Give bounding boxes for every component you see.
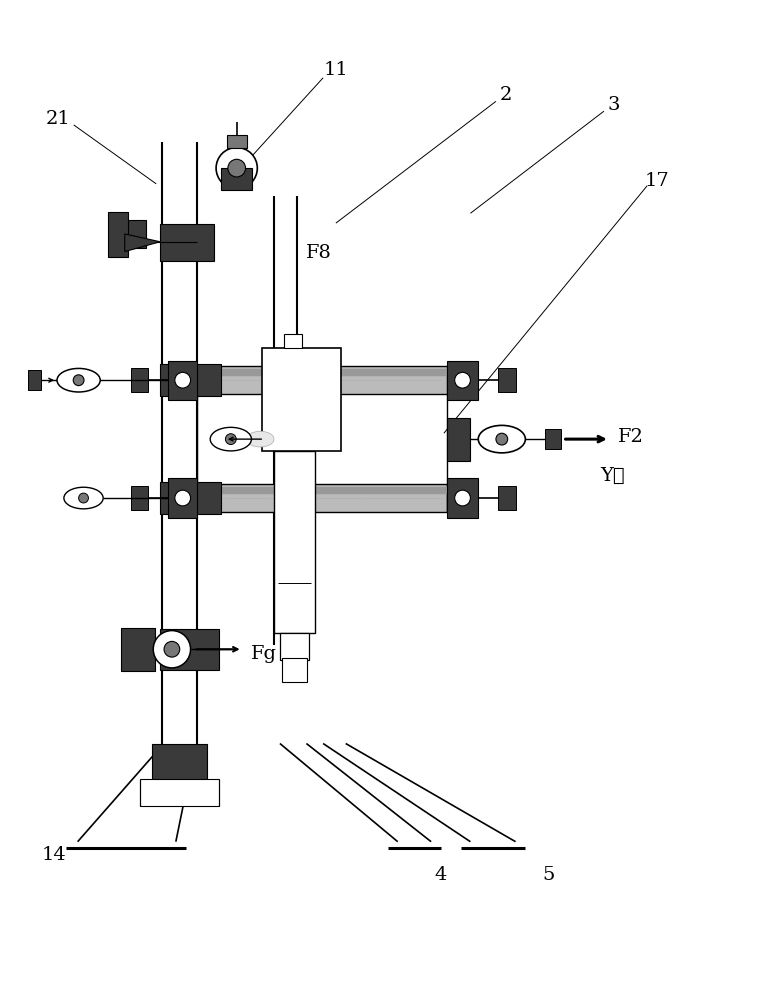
Bar bbox=[140, 779, 219, 806]
Text: 21: 21 bbox=[45, 110, 71, 128]
Ellipse shape bbox=[57, 368, 100, 392]
Circle shape bbox=[73, 375, 84, 386]
Bar bbox=[125, 220, 146, 248]
Text: 17: 17 bbox=[644, 172, 670, 190]
Text: 14: 14 bbox=[41, 846, 67, 864]
Bar bbox=[28, 370, 41, 390]
Text: 5: 5 bbox=[543, 866, 555, 884]
Bar bbox=[121, 628, 155, 671]
Bar bbox=[280, 633, 309, 660]
Bar bbox=[130, 486, 148, 510]
Circle shape bbox=[455, 490, 470, 506]
Text: Fg: Fg bbox=[251, 645, 276, 663]
Text: 3: 3 bbox=[607, 96, 620, 114]
Bar bbox=[227, 135, 246, 148]
Circle shape bbox=[225, 434, 236, 445]
Circle shape bbox=[175, 372, 190, 388]
Circle shape bbox=[79, 493, 88, 503]
Text: F8: F8 bbox=[307, 244, 332, 262]
Bar bbox=[197, 366, 447, 394]
Bar bbox=[545, 429, 561, 449]
Bar bbox=[197, 487, 447, 494]
Circle shape bbox=[153, 631, 190, 668]
Ellipse shape bbox=[64, 487, 104, 509]
Bar bbox=[108, 212, 128, 257]
Bar bbox=[130, 368, 148, 392]
Bar bbox=[160, 364, 221, 396]
Bar bbox=[274, 451, 315, 633]
Bar bbox=[168, 478, 197, 518]
Circle shape bbox=[228, 159, 245, 177]
Bar bbox=[447, 361, 479, 400]
Ellipse shape bbox=[479, 425, 525, 453]
Bar bbox=[197, 369, 447, 376]
Bar bbox=[197, 484, 447, 512]
Bar bbox=[498, 486, 515, 510]
Ellipse shape bbox=[246, 431, 274, 447]
Bar bbox=[284, 334, 301, 348]
Bar bbox=[447, 418, 470, 461]
Bar bbox=[168, 361, 197, 400]
Circle shape bbox=[175, 490, 190, 506]
Text: Y轴: Y轴 bbox=[600, 467, 624, 485]
Circle shape bbox=[216, 148, 257, 189]
Bar bbox=[153, 744, 207, 780]
Circle shape bbox=[455, 372, 470, 388]
Text: 4: 4 bbox=[435, 866, 447, 884]
Text: 2: 2 bbox=[499, 86, 512, 104]
Bar bbox=[262, 348, 341, 451]
Ellipse shape bbox=[210, 427, 252, 451]
Text: F2: F2 bbox=[617, 428, 644, 446]
Bar bbox=[160, 482, 221, 514]
Bar bbox=[498, 368, 515, 392]
Bar bbox=[282, 658, 308, 682]
Bar bbox=[160, 629, 219, 670]
Polygon shape bbox=[125, 234, 160, 252]
Bar bbox=[160, 224, 214, 261]
Circle shape bbox=[164, 641, 179, 657]
Text: 11: 11 bbox=[324, 61, 348, 79]
Circle shape bbox=[496, 433, 508, 445]
Bar bbox=[447, 478, 479, 518]
Bar bbox=[221, 168, 252, 190]
